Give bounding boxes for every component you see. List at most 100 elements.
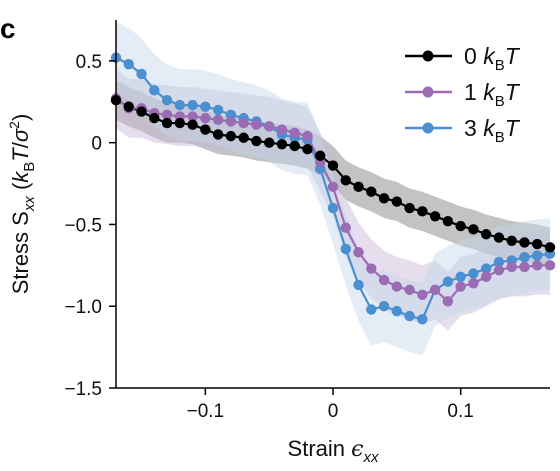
band-series-0 <box>116 80 550 267</box>
point-series-0 <box>187 119 198 130</box>
point-series-1 <box>276 124 288 135</box>
point-series-0 <box>200 124 211 135</box>
y-axis-title-main: Stress S <box>8 211 33 294</box>
point-series-1 <box>327 181 339 193</box>
point-series-1 <box>353 247 364 258</box>
point-series-1 <box>532 260 543 271</box>
point-series-0 <box>506 235 517 246</box>
point-series-1 <box>366 263 377 274</box>
point-series-1 <box>468 278 479 289</box>
point-series-2 <box>200 101 211 112</box>
point-series-1 <box>263 121 275 132</box>
y-axis-title-paren-close: ) <box>8 114 33 121</box>
point-series-1 <box>238 117 249 129</box>
point-series-0 <box>404 202 415 214</box>
legend-marker-series-0 <box>422 50 434 62</box>
point-series-2 <box>417 314 428 325</box>
point-series-2 <box>493 256 505 268</box>
point-series-0 <box>417 206 428 217</box>
x-axis-title-main: Strain <box>288 436 352 461</box>
y-axis-title-sub: xx <box>21 196 38 213</box>
point-series-1 <box>391 281 403 292</box>
point-series-2 <box>353 279 364 291</box>
point-series-2 <box>480 263 492 274</box>
legend-label-series-1: 1 kBT <box>464 79 521 110</box>
point-series-2 <box>187 99 198 111</box>
point-series-2 <box>532 250 543 261</box>
y-tick-label: −0.5 <box>64 215 102 236</box>
x-axis-title-symbol: ϵ <box>351 437 363 462</box>
point-series-0 <box>174 117 186 129</box>
y-tick-label: 0.5 <box>76 52 102 73</box>
point-series-2 <box>149 85 160 96</box>
point-series-0 <box>289 140 300 152</box>
y-axis-title: Stress Sxx (kBT/σ2) <box>6 114 38 295</box>
point-series-0 <box>276 139 288 150</box>
point-series-2 <box>468 268 479 279</box>
point-series-1 <box>493 265 505 276</box>
point-series-0 <box>442 215 454 227</box>
point-series-2 <box>404 310 415 322</box>
point-series-0 <box>136 106 147 117</box>
point-series-0 <box>302 144 313 155</box>
point-series-1 <box>455 281 466 292</box>
point-series-1 <box>417 289 428 300</box>
point-series-0 <box>161 117 173 129</box>
point-series-2 <box>161 94 173 106</box>
point-series-1 <box>289 127 300 139</box>
point-series-2 <box>366 304 377 315</box>
point-series-1 <box>442 296 454 307</box>
legend-marker-series-2 <box>422 122 434 134</box>
point-series-0 <box>519 237 530 248</box>
y-axis-title-paren-open: ( <box>8 182 33 196</box>
point-series-2 <box>174 99 186 111</box>
point-series-2 <box>340 243 351 255</box>
point-series-1 <box>212 114 224 125</box>
point-series-0 <box>315 150 326 161</box>
point-series-0 <box>353 181 364 193</box>
panel-label: c <box>0 13 16 44</box>
y-axis-title-k-sub: B <box>21 162 38 172</box>
point-series-0 <box>391 196 403 207</box>
point-series-1 <box>506 261 517 273</box>
point-series-1 <box>404 284 415 296</box>
point-series-2 <box>123 58 134 70</box>
y-tick-label: −1.0 <box>64 297 102 318</box>
point-series-0 <box>480 229 492 240</box>
point-series-0 <box>532 238 543 250</box>
point-series-1 <box>200 112 211 124</box>
point-series-0 <box>378 193 390 204</box>
point-series-2 <box>391 305 403 317</box>
y-axis-title-k: k <box>8 171 33 183</box>
legend: 0 kBT 1 kBT 3 kBT <box>405 43 521 146</box>
point-series-0 <box>263 137 275 148</box>
point-series-2 <box>519 251 530 263</box>
x-ticks: −0.1 0 0.1 <box>187 388 474 422</box>
point-series-1 <box>251 119 262 130</box>
point-series-1 <box>429 284 441 296</box>
x-tick-label: 0.1 <box>447 401 473 422</box>
point-series-0 <box>366 186 377 197</box>
y-tick-label: 0 <box>91 134 102 155</box>
point-series-0 <box>225 130 237 142</box>
point-series-1 <box>480 271 492 282</box>
y-tick-label: −1.5 <box>64 379 102 400</box>
point-series-0 <box>544 242 556 253</box>
point-series-1 <box>544 260 556 271</box>
point-series-0 <box>238 132 249 143</box>
point-series-2 <box>442 276 454 287</box>
point-series-1 <box>378 274 390 286</box>
legend-label-series-2: 3 kBT <box>464 115 521 146</box>
x-axis-title: Strain ϵxx <box>288 436 379 466</box>
legend-marker-series-1 <box>422 86 434 98</box>
point-series-1 <box>340 222 351 233</box>
point-series-0 <box>493 232 505 243</box>
point-series-2 <box>212 104 224 116</box>
y-axis-title-t: T <box>8 147 33 162</box>
point-series-1 <box>225 116 237 127</box>
point-series-0 <box>327 160 339 171</box>
y-ticks: 0.5 0 −0.5 −1.0 −1.5 <box>64 52 116 400</box>
point-series-1 <box>519 261 530 273</box>
point-series-1 <box>161 109 173 121</box>
